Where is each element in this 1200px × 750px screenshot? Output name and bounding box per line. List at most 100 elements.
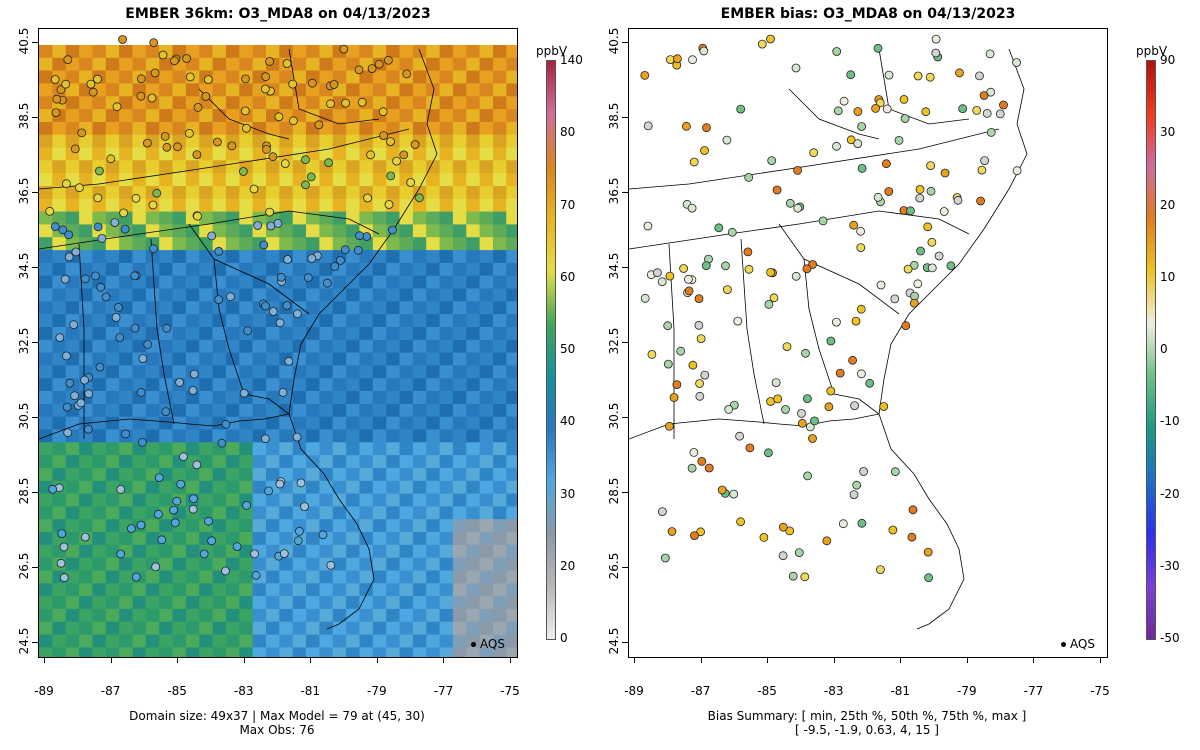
aqs-site-marker: [131, 572, 141, 582]
aqs-site-marker: [729, 489, 739, 499]
aqs-dot-icon: [1060, 642, 1066, 647]
aqs-site-marker: [101, 292, 111, 302]
aqs-site-marker: [61, 79, 71, 89]
aqs-site-marker: [663, 359, 673, 369]
x-tick-label: -85: [167, 684, 187, 698]
colorbar-tick-label: -20: [1160, 486, 1180, 501]
colorbar-tick-label: 0: [1160, 342, 1168, 356]
aqs-site-marker: [50, 75, 60, 84]
aqs-site-marker: [982, 109, 992, 118]
aqs-site-marker: [45, 206, 55, 216]
x-tick-label: -75: [1090, 684, 1110, 698]
aqs-site-marker: [848, 355, 858, 365]
aqs-site-marker: [303, 273, 313, 283]
aqs-site-marker: [769, 293, 779, 303]
colorbar-tick-label: -10: [1160, 414, 1180, 429]
aqs-site-marker: [736, 517, 745, 527]
aqs-site-marker: [690, 531, 699, 541]
left-colorbar-unit: ppbV: [536, 44, 568, 58]
y-tick-mark: [622, 192, 628, 193]
aqs-site-marker: [873, 43, 883, 53]
aqs-site-marker: [701, 261, 711, 271]
aqs-site-marker: [700, 146, 709, 155]
colorbar-tick-label: -50: [1160, 631, 1180, 645]
right-colorbar-unit: ppbV: [1136, 44, 1168, 58]
aqs-site-marker: [802, 394, 812, 404]
y-tick-label: 26.5: [607, 552, 621, 580]
x-tick-label: -77: [433, 684, 454, 698]
y-tick-mark: [32, 567, 38, 568]
aqs-site-marker: [51, 108, 61, 117]
aqs-site-marker: [410, 140, 420, 149]
aqs-site-marker: [60, 274, 70, 284]
aqs-site-marker: [838, 519, 848, 529]
x-tick-mark: [243, 657, 245, 663]
aqs-site-marker: [251, 570, 261, 580]
y-tick-label: 28.5: [607, 477, 621, 505]
aqs-site-marker: [162, 142, 172, 152]
aqs-site-marker: [207, 231, 217, 241]
aqs-site-marker: [227, 141, 237, 151]
aqs-site-marker: [772, 185, 782, 195]
aqs-site-marker: [757, 39, 767, 49]
aqs-site-marker: [242, 500, 252, 510]
aqs-site-marker: [50, 222, 60, 232]
x-tick-mark: [310, 657, 312, 663]
aqs-site-marker: [95, 166, 104, 176]
x-tick-mark: [44, 657, 45, 663]
aqs-site-marker: [384, 200, 394, 209]
y-tick-label: 24.5: [607, 627, 621, 655]
aqs-site-marker: [660, 553, 670, 563]
aqs-site-marker: [136, 74, 146, 84]
y-tick-mark: [32, 342, 38, 343]
aqs-site-marker: [240, 106, 250, 116]
aqs-site-marker: [682, 121, 691, 131]
aqs-site-marker: [214, 246, 224, 256]
y-tick-label: 30.5: [17, 402, 31, 430]
y-tick-mark: [32, 267, 38, 268]
bias-observation-points: [640, 34, 1022, 583]
aqs-site-marker: [268, 307, 278, 316]
aqs-site-marker: [95, 362, 105, 372]
aqs-site-marker: [763, 448, 773, 458]
aqs-site-marker: [986, 128, 996, 137]
aqs-site-marker: [672, 380, 682, 390]
max-obs: Max Obs: 76: [239, 723, 315, 737]
aqs-site-marker: [116, 484, 126, 494]
aqs-site-marker: [665, 271, 675, 281]
y-tick-label: 24.5: [17, 627, 31, 655]
colorbar-tick-label: 20: [560, 558, 576, 573]
aqs-site-marker: [274, 112, 284, 122]
aqs-site-marker: [899, 95, 909, 104]
aqs-site-marker: [176, 479, 186, 489]
colorbar-tick-label: 90: [1160, 53, 1176, 67]
x-tick-mark: [376, 657, 378, 663]
aqs-site-marker: [261, 72, 271, 82]
left-colorbar: [546, 60, 556, 640]
aqs-site-marker: [977, 165, 987, 175]
aqs-site-marker: [288, 116, 298, 126]
aqs-site-marker: [80, 375, 89, 385]
aqs-site-marker: [810, 416, 819, 426]
aqs-site-marker: [913, 279, 923, 289]
aqs-site-marker: [663, 321, 673, 331]
aqs-site-marker: [172, 496, 182, 506]
right-map-title: EMBER bias: O3_MDA8 on 04/13/2023: [720, 6, 1016, 22]
aqs-site-marker: [388, 225, 397, 235]
aqs-site-marker: [114, 302, 123, 312]
aqs-site-marker: [64, 230, 74, 240]
x-tick-mark: [443, 657, 445, 663]
aqs-site-marker: [907, 532, 917, 542]
aqs-site-marker: [797, 408, 806, 418]
aqs-site-marker: [339, 44, 349, 54]
aqs-site-marker: [688, 360, 698, 370]
x-tick-label: -87: [690, 684, 711, 698]
aqs-site-marker: [999, 100, 1008, 110]
aqs-site-marker: [188, 504, 198, 514]
aqs-site-marker: [80, 532, 90, 542]
colorbar-tick-label: -30: [1160, 558, 1180, 573]
aqs-site-marker: [59, 542, 69, 552]
colorbar-tick-label: 0: [560, 631, 568, 645]
y-tick-label: 28.5: [17, 477, 31, 505]
x-tick-label: -87: [100, 684, 121, 698]
